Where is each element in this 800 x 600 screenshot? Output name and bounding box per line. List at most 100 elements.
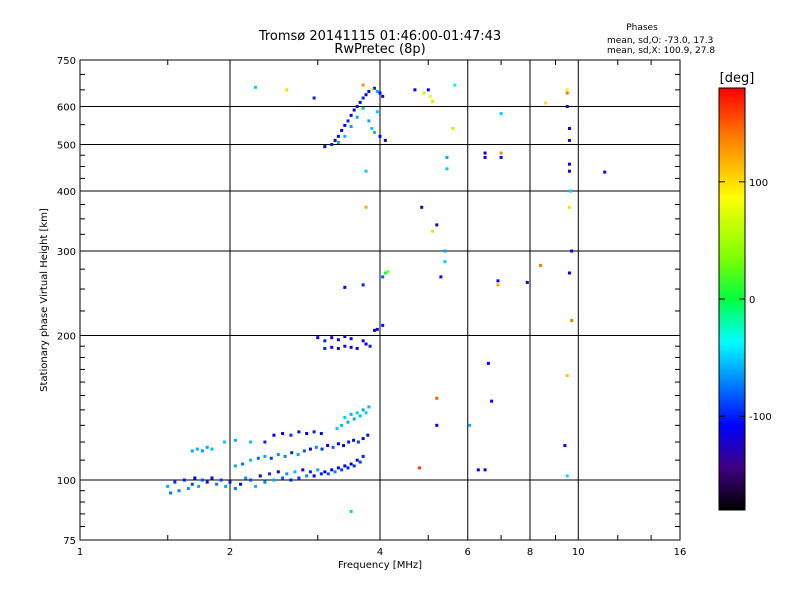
data-point — [364, 342, 368, 346]
y-axis-label: Stationary phase Virtual Height [km] — [39, 208, 50, 392]
data-point — [373, 328, 377, 332]
data-point — [565, 474, 569, 478]
data-point — [336, 338, 340, 342]
data-point — [258, 474, 262, 478]
data-point — [200, 478, 204, 482]
data-point — [565, 91, 569, 95]
data-point — [346, 420, 350, 424]
data-point — [312, 474, 316, 478]
data-point — [215, 482, 219, 486]
data-point — [361, 96, 365, 100]
data-point — [285, 472, 289, 476]
colorbar-tick-label: -100 — [749, 412, 772, 423]
x-tick-label: 4 — [377, 547, 383, 558]
data-point — [349, 509, 353, 513]
y-tick-label: 500 — [57, 141, 76, 152]
data-point — [272, 433, 276, 437]
x-tick-label: 10 — [572, 547, 585, 558]
data-point — [567, 271, 571, 275]
data-point — [565, 105, 569, 109]
data-point — [378, 91, 382, 95]
data-point — [367, 89, 371, 93]
data-point — [219, 478, 223, 482]
data-point — [263, 440, 267, 444]
grid-lines — [80, 60, 680, 540]
colorbar-tick-label: 100 — [749, 178, 768, 189]
data-point — [314, 445, 318, 449]
x-tick-label: 2 — [227, 547, 233, 558]
data-point — [182, 478, 186, 482]
data-point — [435, 423, 439, 427]
data-point — [323, 470, 327, 474]
data-point — [205, 480, 209, 484]
data-point — [320, 447, 324, 451]
data-point — [417, 466, 421, 470]
data-point — [358, 414, 362, 418]
data-point — [239, 482, 243, 486]
data-point — [563, 444, 567, 448]
data-point — [316, 468, 320, 472]
data-point — [361, 339, 365, 343]
data-point — [197, 484, 201, 488]
data-point — [355, 346, 359, 350]
data-point — [263, 454, 267, 458]
phase-info-line2: mean, sd,X: 100.9, 27.8 — [607, 46, 715, 56]
data-point — [281, 476, 285, 480]
data-point — [308, 447, 312, 451]
data-point — [445, 155, 449, 159]
data-point — [486, 361, 490, 365]
y-tick-label: 100 — [57, 476, 76, 487]
data-point — [283, 454, 287, 458]
data-point — [193, 476, 197, 480]
x-axis-ticks: 1 2 4 6 8 10 16 — [77, 60, 686, 558]
data-point — [567, 138, 571, 142]
data-point — [373, 86, 377, 90]
data-point — [431, 99, 435, 103]
data-point — [426, 88, 430, 92]
data-point — [439, 275, 443, 279]
data-point — [253, 85, 257, 89]
data-point — [483, 468, 487, 472]
data-point — [435, 223, 439, 227]
data-point — [253, 484, 257, 488]
data-point — [210, 447, 214, 451]
data-point — [375, 110, 379, 114]
data-point — [451, 126, 455, 130]
data-point — [302, 449, 306, 453]
y-tick-label: 200 — [57, 332, 76, 343]
data-point — [468, 423, 472, 427]
data-point — [233, 464, 237, 468]
data-point — [186, 487, 190, 491]
data-point — [301, 468, 305, 472]
data-point — [361, 106, 365, 110]
data-points — [166, 83, 607, 513]
data-point — [276, 453, 280, 457]
data-point — [312, 96, 316, 100]
x-tick-label: 6 — [465, 547, 471, 558]
data-point — [366, 433, 370, 437]
data-point — [435, 396, 439, 400]
data-point — [570, 318, 574, 322]
data-point — [361, 408, 365, 412]
data-point — [330, 345, 334, 349]
colorbar-label: [deg] — [720, 71, 755, 86]
data-point — [420, 205, 424, 209]
chart-title: Tromsø 20141115 01:46:00-01:47:43 — [258, 29, 501, 44]
data-point — [349, 125, 353, 129]
phase-info-line1: mean, sd,O: -73.0, 17.3 — [607, 36, 713, 46]
data-point — [567, 169, 571, 173]
data-point — [323, 145, 327, 149]
data-point — [169, 491, 173, 495]
data-point — [177, 489, 181, 493]
data-point — [349, 412, 353, 416]
data-point — [333, 470, 337, 474]
data-point — [336, 466, 340, 470]
data-point — [361, 454, 365, 458]
data-point — [281, 432, 285, 436]
data-point — [364, 205, 368, 209]
data-point — [544, 101, 548, 105]
data-point — [381, 94, 385, 98]
data-point — [241, 462, 245, 466]
data-point — [349, 113, 353, 117]
